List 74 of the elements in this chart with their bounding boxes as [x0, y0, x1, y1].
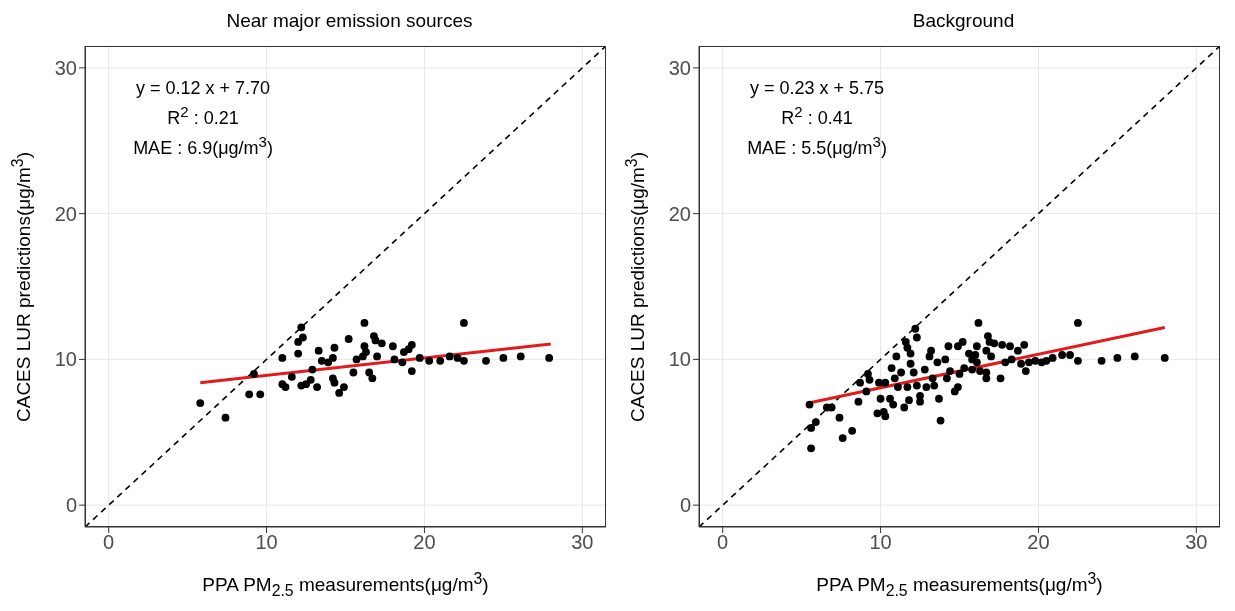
point	[330, 343, 339, 352]
point	[499, 354, 508, 362]
point	[313, 383, 321, 391]
point	[256, 390, 265, 399]
point	[335, 389, 344, 397]
point	[324, 358, 333, 367]
point	[390, 355, 399, 364]
point	[314, 346, 323, 355]
point	[294, 349, 303, 358]
annotation: y = 0.12 x + 7.70	[134, 77, 272, 100]
point	[365, 368, 374, 377]
annotation: MAE : 5.5(μg/m$^{3}$)	[746, 132, 888, 160]
y-tick-label: 10	[54, 348, 77, 371]
y-tick-label: 0	[65, 494, 77, 517]
point	[330, 378, 339, 387]
x-tick-label: 0	[103, 531, 115, 554]
chart-title: Near major emission sources	[225, 10, 474, 32]
point	[371, 336, 380, 345]
point	[340, 383, 348, 391]
annotation: MAE : 6.9(μg/m$^{3}$)	[132, 132, 274, 160]
point	[297, 323, 306, 332]
point	[352, 355, 361, 364]
x-axis-title: PPA PM$_{2.5}$ measurements(μg/m$^{3}$)	[815, 570, 1104, 601]
annotation: R$^{2}$ : 0.41	[780, 102, 854, 130]
point	[250, 370, 258, 378]
point	[328, 354, 337, 362]
y-tick-label: 20	[54, 202, 77, 225]
point	[460, 356, 468, 365]
point	[344, 335, 353, 343]
y-tick-label: 30	[54, 56, 77, 79]
point	[298, 333, 307, 342]
point	[373, 352, 381, 361]
point	[302, 380, 310, 389]
point	[221, 413, 230, 422]
point	[278, 354, 287, 362]
point	[398, 358, 407, 367]
point	[453, 354, 462, 362]
point	[436, 356, 445, 365]
point	[294, 337, 303, 346]
x-tick-label: 20	[1027, 531, 1050, 554]
point	[308, 365, 317, 374]
x-axis-title: PPA PM$_{2.5}$ measurements(μg/m$^{3}$)	[201, 570, 490, 601]
point	[460, 319, 468, 327]
x-tick-label: 0	[717, 531, 729, 554]
point	[377, 339, 386, 348]
point	[362, 348, 370, 356]
point	[306, 375, 315, 384]
x-tick-label: 30	[1185, 531, 1208, 554]
point	[360, 319, 369, 327]
point	[516, 352, 525, 361]
point	[349, 368, 358, 377]
y-tick-label: 10	[668, 348, 691, 371]
y-tick-label: 0	[679, 494, 691, 517]
y-tick-label: 30	[668, 56, 691, 79]
point	[388, 342, 397, 351]
point	[415, 354, 424, 362]
point	[545, 354, 554, 362]
x-tick-label: 20	[413, 531, 436, 554]
point	[425, 356, 434, 365]
point	[445, 352, 454, 361]
point	[482, 356, 490, 365]
point	[196, 399, 205, 408]
x-tick-label: 10	[255, 531, 278, 554]
point	[287, 372, 296, 381]
x-tick-label: 10	[869, 531, 892, 554]
point	[368, 374, 377, 383]
x-tick-label: 30	[571, 531, 594, 554]
annotation: R$^{2}$ : 0.21	[166, 102, 240, 130]
point	[407, 340, 416, 349]
chart-title: Background	[911, 10, 1016, 32]
point	[407, 367, 416, 375]
y-tick-label: 20	[668, 202, 691, 225]
annotation: y = 0.23 x + 5.75	[748, 77, 886, 100]
point	[245, 390, 254, 399]
